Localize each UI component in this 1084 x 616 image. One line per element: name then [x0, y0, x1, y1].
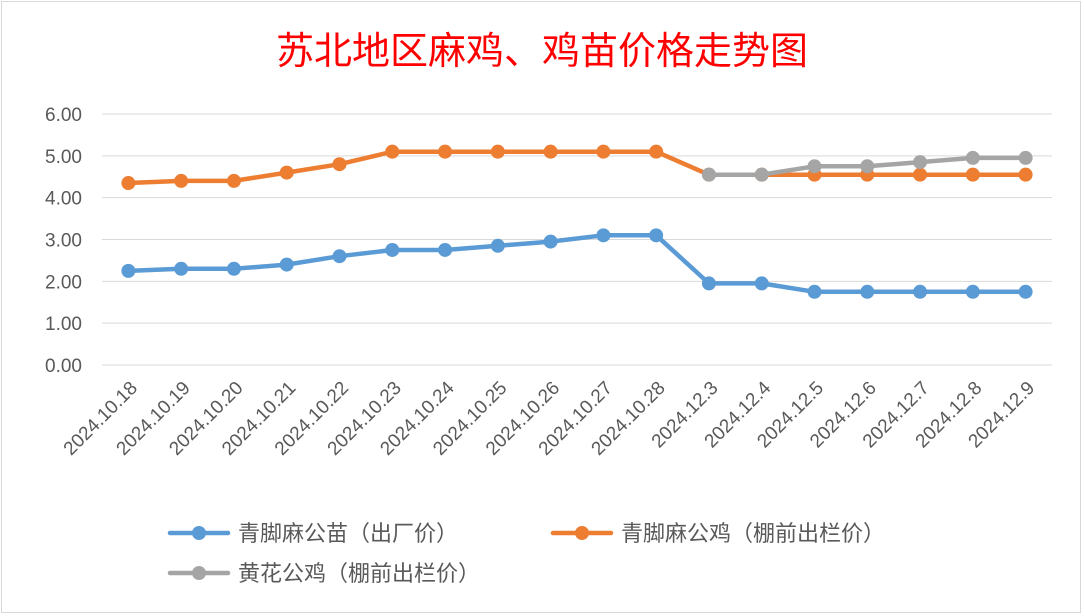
data-point: [807, 159, 822, 174]
legend-label: 黄花公鸡（棚前出栏价）: [238, 562, 480, 587]
data-point: [860, 159, 875, 174]
grid-layer: [102, 113, 1052, 366]
data-point: [385, 242, 400, 257]
data-point: [807, 284, 822, 299]
data-point: [279, 165, 294, 180]
legend-label: 青脚麻公苗（出厂价）: [238, 522, 458, 547]
data-point: [701, 167, 716, 182]
legend-label: 青脚麻公鸡（棚前出栏价）: [621, 522, 885, 547]
data-point: [701, 276, 716, 291]
legend-swatch-marker: [192, 566, 206, 580]
y-tick-label: 2.00: [45, 272, 82, 293]
series-1: [121, 228, 1033, 299]
legend-item: 黄花公鸡（棚前出栏价）: [167, 562, 480, 587]
data-point: [1018, 167, 1033, 182]
data-point: [965, 167, 980, 182]
y-axis: 0.00 1.00 2.00 3.00 4.00 5.00 6.00: [45, 105, 82, 377]
y-tick-label: 4.00: [45, 189, 82, 210]
data-point: [174, 261, 189, 276]
data-point: [279, 257, 294, 272]
data-point: [913, 167, 928, 182]
data-point: [490, 144, 505, 159]
data-point: [913, 284, 928, 299]
y-tick-label: 6.00: [45, 105, 82, 126]
data-point: [332, 157, 347, 172]
data-point: [965, 150, 980, 165]
x-axis: 2024.10.182024.10.192024.10.202024.10.21…: [60, 377, 1039, 459]
data-point: [438, 144, 453, 159]
legend: 青脚麻公苗（出厂价） 青脚麻公鸡（棚前出栏价） 黄花公鸡（棚前出栏价）: [167, 522, 885, 587]
data-point: [438, 242, 453, 257]
data-point: [121, 263, 136, 278]
data-point: [174, 173, 189, 188]
data-point: [965, 284, 980, 299]
data-point: [385, 144, 400, 159]
data-point: [913, 155, 928, 170]
data-point: [121, 176, 136, 191]
data-point: [332, 249, 347, 264]
data-point: [649, 144, 664, 159]
data-point: [649, 228, 664, 243]
data-point: [543, 144, 558, 159]
data-point: [226, 173, 241, 188]
data-point: [596, 228, 611, 243]
legend-item: 青脚麻公鸡（棚前出栏价）: [550, 522, 885, 547]
y-tick-label: 3.00: [45, 231, 82, 252]
series-3: [701, 150, 1033, 182]
series-layer: [121, 144, 1033, 299]
data-point: [860, 284, 875, 299]
legend-swatch-marker: [575, 526, 589, 540]
series-line: [126, 149, 1028, 186]
legend-item: 青脚麻公苗（出厂价）: [167, 522, 458, 547]
data-point: [596, 144, 611, 159]
y-tick-label: 1.00: [45, 314, 82, 335]
data-point: [1018, 284, 1033, 299]
data-point: [490, 238, 505, 253]
y-tick-label: 5.00: [45, 147, 82, 168]
series-2: [121, 144, 1033, 191]
data-point: [1018, 150, 1033, 165]
data-point: [226, 261, 241, 276]
chart-title: 苏北地区麻鸡、鸡苗价格走势图: [276, 29, 808, 73]
data-point: [754, 167, 769, 182]
data-point: [543, 234, 558, 249]
data-point: [754, 276, 769, 291]
legend-swatch-marker: [192, 526, 206, 540]
series-line: [126, 233, 1028, 295]
y-tick-label: 0.00: [45, 356, 82, 377]
